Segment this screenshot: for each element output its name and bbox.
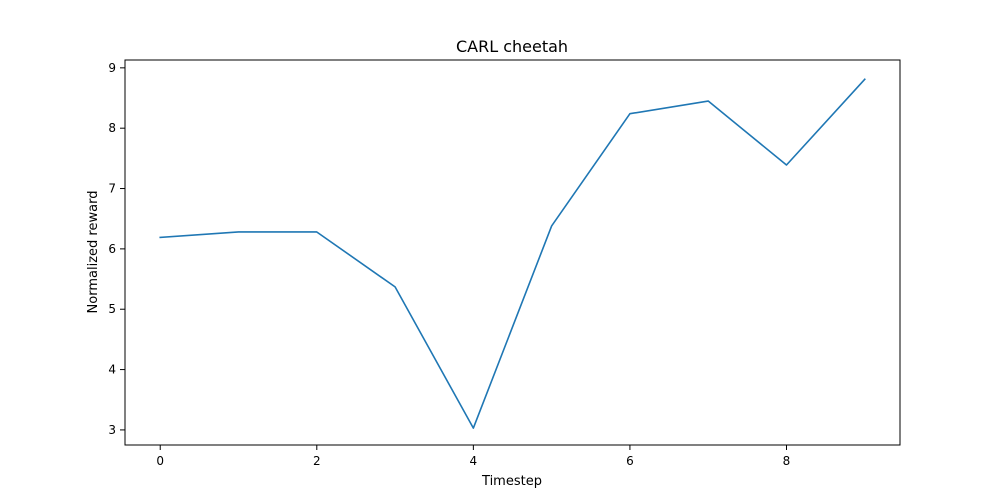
x-tick-label: 2: [313, 454, 321, 468]
y-tick-label: 4: [108, 363, 116, 377]
chart-title: CARL cheetah: [456, 37, 568, 56]
y-tick-label: 5: [108, 302, 116, 316]
x-tick-label: 4: [470, 454, 478, 468]
x-axis-label: Timestep: [481, 474, 542, 489]
plot-area: 0 2 4 6 8 3 4 5 6 7 8 9: [108, 61, 866, 468]
x-tick-label: 8: [783, 454, 791, 468]
series-line: [159, 78, 866, 429]
y-axis-label: Normalized reward: [86, 191, 101, 314]
x-tick-label: 6: [626, 454, 634, 468]
y-tick-label: 9: [108, 61, 116, 75]
y-tick-label: 3: [108, 423, 116, 437]
y-tick-label: 8: [108, 121, 116, 135]
y-tick-label: 7: [108, 182, 116, 196]
x-tick-label: 0: [156, 454, 164, 468]
plot-frame: [124, 59, 901, 446]
y-tick-label: 6: [108, 242, 116, 256]
